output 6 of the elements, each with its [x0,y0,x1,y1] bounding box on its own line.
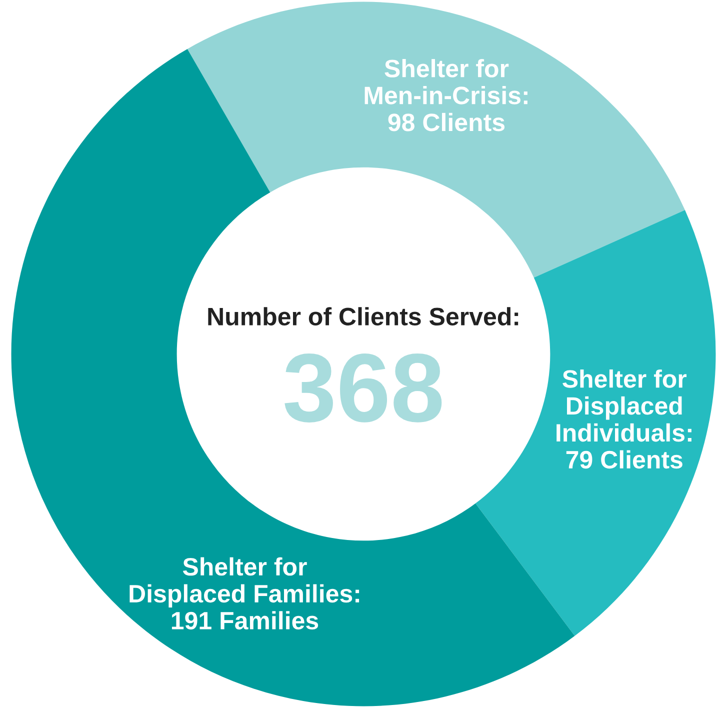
slice-label: Shelter for Men-in-Crisis: 98 Clients [364,59,528,132]
slice-label: Shelter for Displaced Families: 191 Families [130,557,360,630]
text: 368 [284,354,442,423]
text: Number of Clients Served: [208,307,518,326]
slice-label: Shelter for Displaced Individuals: 79 Clients [556,369,692,469]
donut-slice [187,2,685,278]
